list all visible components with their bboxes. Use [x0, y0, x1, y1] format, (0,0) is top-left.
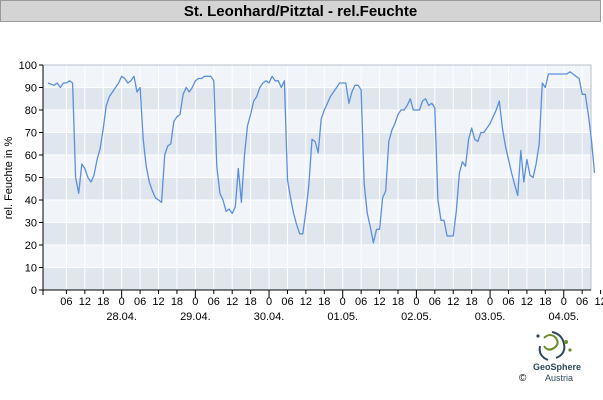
- x-tick-label: 12: [373, 296, 385, 308]
- x-tick-label: 0: [340, 296, 346, 308]
- x-axis: 06 12 18 0 06 12 18 0 06 12 18 0 06 12 18 0 06 12 18 0 06 12 1…: [43, 289, 603, 323]
- logo-subtitle: Austria: [545, 373, 574, 383]
- y-tick-label: 60: [25, 150, 37, 162]
- y-tick-label: 70: [25, 128, 37, 140]
- x-tick-label: 06: [355, 296, 367, 308]
- x-tick-label: 18: [244, 296, 256, 308]
- y-tick-label: 90: [25, 83, 37, 95]
- x-tick-label: 06: [576, 296, 588, 308]
- x-tick-label: 12: [447, 296, 459, 308]
- x-tick-label: 0: [266, 296, 272, 308]
- y-axis: 0 10 20 30 40 50 60 70 80 90 100: [19, 60, 44, 297]
- x-tick-label: 0: [561, 296, 567, 308]
- plot-band: [43, 132, 591, 155]
- y-tick-label: 0: [31, 285, 37, 297]
- gridlines: [42, 64, 602, 291]
- y-axis-label: rel. Feuchte in %: [3, 137, 15, 220]
- x-tick-label: 0: [192, 296, 198, 308]
- plot-band: [43, 87, 591, 110]
- y-tick-label: 30: [25, 218, 37, 230]
- x-tick-label: 18: [97, 296, 109, 308]
- x-tick-label: 18: [539, 296, 551, 308]
- y-tick-label: 10: [25, 263, 37, 275]
- x-tick-label: 12: [226, 296, 238, 308]
- y-tick-label: 20: [25, 240, 37, 252]
- x-tick-label: 18: [392, 296, 404, 308]
- x-date-label: 29.04.: [180, 311, 211, 323]
- chart-title: St. Leonhard/Pitztal - rel.Feuchte: [0, 0, 601, 22]
- x-tick-label: 0: [119, 296, 125, 308]
- y-tick-label: 50: [25, 173, 37, 185]
- y-tick-label: 80: [25, 105, 37, 117]
- x-date-label: 03.05.: [475, 311, 506, 323]
- logo-name: GeoSphere: [533, 362, 582, 372]
- x-tick-label: 0: [487, 296, 493, 308]
- x-tick-label: 06: [281, 296, 293, 308]
- series-group: [47, 71, 596, 244]
- x-tick-label: 0: [413, 296, 419, 308]
- x-tick-label: 06: [429, 296, 441, 308]
- x-date-label: 04.05.: [548, 311, 579, 323]
- y-tick-label: 100: [19, 60, 37, 72]
- x-tick-label: 12: [152, 296, 164, 308]
- plot-band: [43, 267, 591, 290]
- x-tick-label: 06: [134, 296, 146, 308]
- x-tick-label: 12: [521, 296, 533, 308]
- copyright-mark: ©: [519, 373, 527, 384]
- x-date-label: 02.05.: [401, 311, 432, 323]
- x-tick-label: 18: [466, 296, 478, 308]
- geosphere-logo-icon: [536, 331, 572, 361]
- x-tick-label: 18: [318, 296, 330, 308]
- plot-band: [43, 177, 591, 200]
- x-tick-label: 06: [208, 296, 220, 308]
- x-date-label: 01.05.: [327, 311, 358, 323]
- x-tick-label: 06: [502, 296, 514, 308]
- humidity-series-line: [47, 71, 596, 244]
- y-tick-label: 40: [25, 195, 37, 207]
- x-tick-label: 12: [300, 296, 312, 308]
- x-date-label: 28.04.: [106, 311, 137, 323]
- x-tick-label: 18: [171, 296, 183, 308]
- x-tick-label: 06: [60, 296, 72, 308]
- x-date-label: 30.04.: [254, 311, 285, 323]
- x-tick-label: 12: [79, 296, 91, 308]
- x-tick-label: 12: [594, 296, 603, 308]
